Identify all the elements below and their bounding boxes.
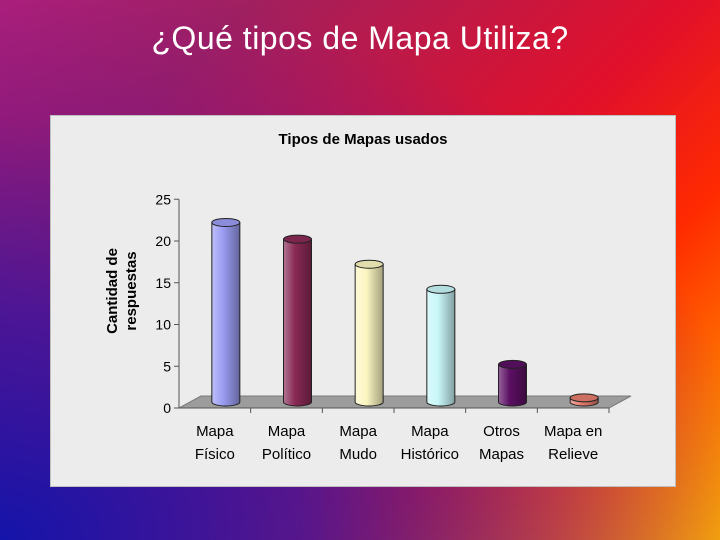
y-tick-label: 10 xyxy=(155,317,171,333)
x-tick-label: Mapa xyxy=(339,423,377,440)
chart-floor xyxy=(178,395,632,409)
x-tick-label: Relieve xyxy=(548,446,598,463)
x-tick-label: Mapas xyxy=(479,446,524,463)
x-tick-label: Histórico xyxy=(401,446,459,463)
bar xyxy=(498,363,527,407)
y-axis-label: respuestas xyxy=(123,251,140,330)
y-tick-label: 0 xyxy=(163,400,171,416)
bar-top xyxy=(354,259,384,269)
bar xyxy=(354,263,384,407)
x-tick-label: Político xyxy=(262,446,311,463)
bar-chart: Tipos de Mapas usados Cantidad de respuest… xyxy=(104,131,632,463)
bar-top xyxy=(498,359,527,369)
bar-top xyxy=(569,393,599,403)
bar xyxy=(283,238,312,407)
bar xyxy=(211,221,241,407)
bar-top xyxy=(211,217,241,227)
bar-top xyxy=(283,234,312,244)
slide-title: ¿Qué tipos de Mapa Utiliza? xyxy=(151,20,569,56)
x-tick-label: Mapa xyxy=(411,423,449,440)
x-tick-label: Mapa xyxy=(196,423,234,440)
x-tick-label: Mudo xyxy=(339,446,377,463)
bar-top xyxy=(426,284,456,294)
y-tick-label: 20 xyxy=(155,233,171,249)
y-tick-label: 25 xyxy=(155,191,171,207)
x-tick-label: Mapa xyxy=(268,423,306,440)
x-tick-label: Otros xyxy=(483,423,520,440)
chart-card: Tipos de Mapas usados Cantidad de respuest… xyxy=(50,115,676,487)
x-tick-label: Físico xyxy=(195,446,235,463)
y-axis-label: Cantidad de xyxy=(104,248,121,334)
x-tick-label: Mapa en xyxy=(544,423,602,440)
chart-title: Tipos de Mapas usados xyxy=(279,131,448,148)
y-tick-label: 15 xyxy=(155,275,171,291)
bar xyxy=(426,288,456,407)
y-tick-label: 5 xyxy=(163,358,171,374)
